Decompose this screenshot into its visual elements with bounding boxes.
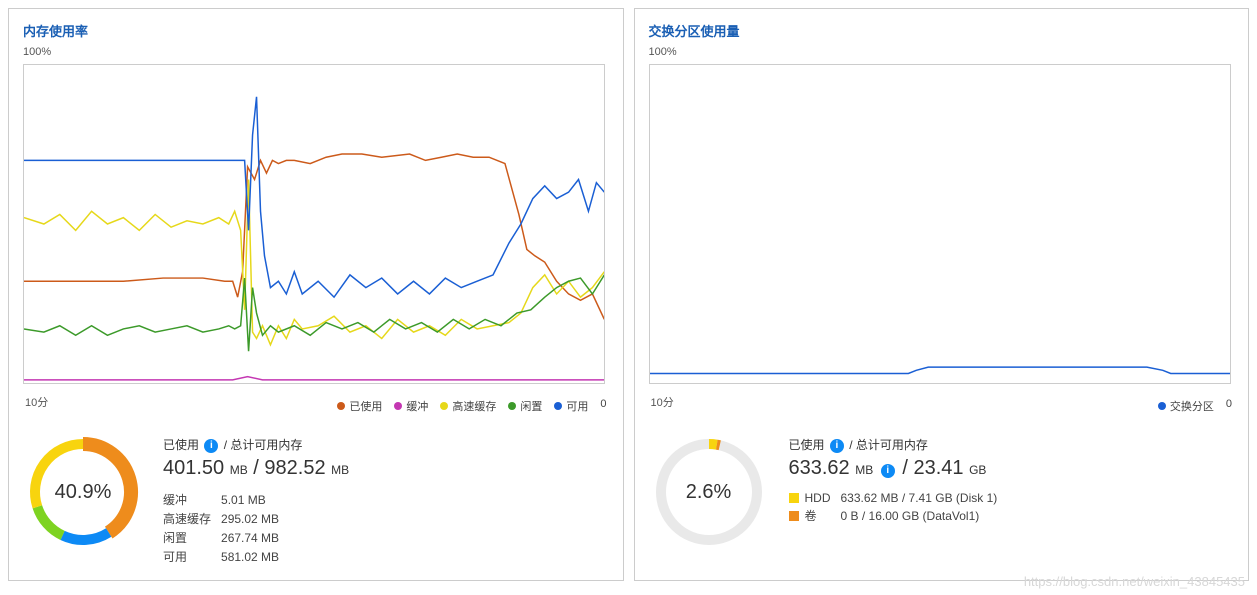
info-icon[interactable]: i (830, 439, 844, 453)
legend-item[interactable]: 已使用 (337, 398, 382, 414)
memory-x-labels: 10分 已使用缓冲高速缓存闲置可用0 (23, 394, 609, 414)
swap-panel-title: 交换分区使用量 (649, 21, 1235, 40)
swap-stats: 已使用 i / 总计可用内存 633.62 MB i / 23.41 GB HD… (789, 432, 1008, 525)
memory-stats: 已使用 i / 总计可用内存 401.50 MB / 982.52 MB 缓冲5… (163, 432, 349, 566)
swap-panel: 交换分区使用量 100% 10分 交换分区0 2.6% 已使用 i / 总计可用… (634, 8, 1250, 581)
memory-used-label: 已使用 (163, 438, 199, 452)
memory-legend: 已使用缓冲高速缓存闲置可用0 (337, 398, 606, 414)
swap-x-labels: 10分 交换分区0 (649, 394, 1235, 414)
memory-panel-title: 内存使用率 (23, 21, 609, 40)
memory-detail-table: 缓冲5.01 MB高速缓存295.02 MB闲置267.74 MB可用581.0… (163, 490, 289, 566)
memory-x-left: 10分 (25, 394, 48, 414)
swap-used-label: 已使用 (789, 438, 825, 452)
swap-x-left: 10分 (651, 394, 674, 414)
table-row: 可用581.02 MB (163, 547, 289, 566)
legend-item[interactable]: 交换分区 (1158, 398, 1214, 414)
table-row: HDD633.62 MB / 7.41 GB (Disk 1) (789, 490, 1008, 506)
swap-chart (649, 64, 1231, 384)
swap-main-value: 633.62 MB i / 23.41 GB (789, 457, 1008, 480)
memory-donut: 40.9% (23, 432, 143, 552)
legend-item[interactable]: 可用 (554, 398, 588, 414)
swap-legend: 交换分区0 (1158, 398, 1232, 414)
swap-donut: 2.6% (649, 432, 769, 552)
legend-item[interactable]: 缓冲 (394, 398, 428, 414)
info-icon[interactable]: i (204, 439, 218, 453)
table-row: 卷0 B / 16.00 GB (DataVol1) (789, 506, 1008, 525)
table-row: 闲置267.74 MB (163, 528, 289, 547)
swap-chart-area: 100% (649, 50, 1235, 390)
table-row: 高速缓存295.02 MB (163, 509, 289, 528)
memory-summary: 40.9% 已使用 i / 总计可用内存 401.50 MB / 982.52 … (23, 432, 609, 566)
memory-main-value: 401.50 MB / 982.52 MB (163, 457, 349, 480)
swap-y-label: 100% (649, 46, 677, 58)
memory-chart-area: 100% (23, 50, 609, 390)
info-icon[interactable]: i (881, 464, 895, 478)
swap-total-label: / 总计可用内存 (849, 438, 928, 452)
memory-panel: 内存使用率 100% 10分 已使用缓冲高速缓存闲置可用0 40.9% 已使用 … (8, 8, 624, 581)
memory-head-row: 已使用 i / 总计可用内存 (163, 436, 349, 453)
legend-item[interactable]: 高速缓存 (440, 398, 496, 414)
memory-y-label: 100% (23, 46, 51, 58)
memory-total-label: / 总计可用内存 (224, 438, 303, 452)
memory-chart (23, 64, 605, 384)
legend-item[interactable]: 闲置 (508, 398, 542, 414)
swap-summary: 2.6% 已使用 i / 总计可用内存 633.62 MB i / 23.41 … (649, 432, 1235, 552)
memory-donut-percent: 40.9% (23, 432, 143, 552)
swap-detail-table: HDD633.62 MB / 7.41 GB (Disk 1)卷0 B / 16… (789, 490, 1008, 525)
swap-head-row: 已使用 i / 总计可用内存 (789, 436, 1008, 453)
swap-donut-percent: 2.6% (649, 432, 769, 552)
table-row: 缓冲5.01 MB (163, 490, 289, 509)
